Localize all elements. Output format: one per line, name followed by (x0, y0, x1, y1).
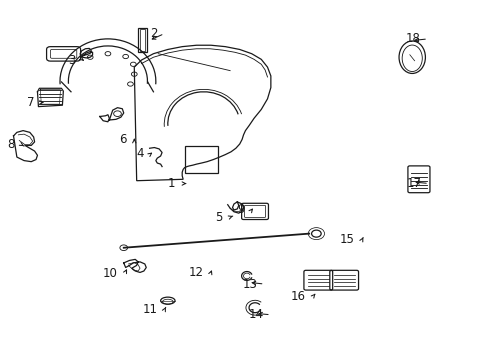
Text: 14: 14 (248, 308, 263, 321)
Text: 2: 2 (149, 27, 157, 40)
Text: 12: 12 (188, 266, 203, 279)
Text: 5: 5 (215, 211, 223, 224)
Text: 18: 18 (405, 32, 420, 45)
Text: 6: 6 (120, 133, 127, 146)
Text: 16: 16 (290, 290, 305, 303)
Text: 3: 3 (68, 54, 76, 67)
Text: 13: 13 (242, 278, 257, 291)
Text: 9: 9 (237, 203, 244, 216)
Text: 17: 17 (406, 177, 421, 190)
Text: 11: 11 (142, 303, 157, 316)
Text: 10: 10 (102, 267, 117, 280)
Text: 1: 1 (167, 177, 175, 190)
Text: 7: 7 (27, 96, 35, 109)
Text: 8: 8 (7, 138, 15, 151)
Text: 4: 4 (136, 147, 143, 160)
Text: 15: 15 (339, 234, 354, 247)
